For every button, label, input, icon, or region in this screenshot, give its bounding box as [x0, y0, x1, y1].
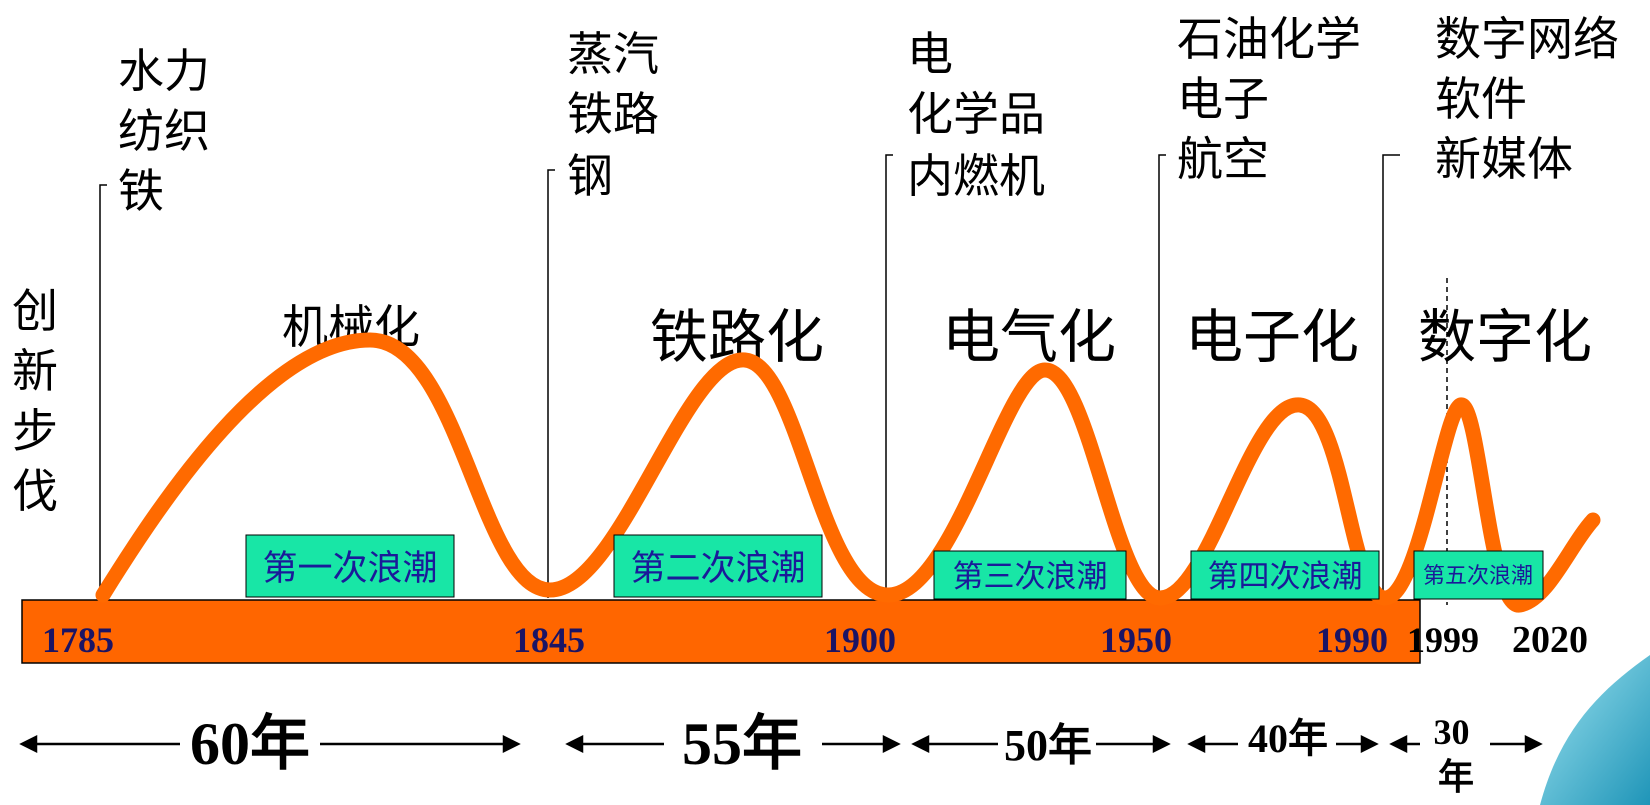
wave-label: 第四次浪潮 — [1208, 559, 1363, 595]
arrow-head-right — [1524, 734, 1543, 754]
wave-labels: 第一次浪潮 第二次浪潮 第三次浪潮 第四次浪潮 第五次浪潮 — [245, 534, 1544, 600]
wave-label-box — [1413, 550, 1544, 600]
arrow-head-left — [1389, 734, 1408, 754]
technology-lists: 水力 纺织 铁 蒸汽 铁路 钢 电 化学品 内燃机 石油化学 电子 航空 数字网… — [118, 12, 1619, 218]
arrow-head-right — [1360, 734, 1379, 754]
corner-decoration — [1540, 655, 1650, 805]
wave-label-box — [245, 534, 455, 598]
tech-item: 电 — [907, 27, 953, 81]
year-label: 2020 — [1512, 619, 1588, 661]
tech-item: 水力 — [118, 44, 210, 98]
arrow-head-right — [502, 734, 521, 754]
tech-item: 纺织 — [118, 104, 210, 158]
arrow-head-right — [882, 734, 901, 754]
wave-label: 第二次浪潮 — [630, 549, 805, 589]
duration-label: 60年 — [190, 711, 310, 777]
wave-theme: 数字化 — [1418, 303, 1592, 371]
arrow-head-right — [1152, 734, 1171, 754]
side-label-char: 伐 — [12, 464, 58, 518]
arrow-head-left — [1187, 734, 1206, 754]
boundary-line — [99, 184, 107, 598]
boundary-line — [1158, 154, 1166, 598]
wave-theme: 电气化 — [942, 303, 1116, 371]
boundary-line — [547, 169, 555, 598]
side-label-char: 新 — [12, 344, 58, 398]
year-label: 1990 — [1316, 620, 1388, 660]
tech-item: 铁路 — [567, 87, 659, 141]
arrow-head-left — [565, 734, 584, 754]
tech-item: 石油化学 — [1177, 12, 1361, 66]
tech-item: 数字网络 — [1435, 12, 1619, 66]
year-label: 1785 — [42, 620, 114, 660]
wave-label: 第一次浪潮 — [262, 549, 437, 589]
tech-item: 新媒体 — [1435, 132, 1573, 186]
tech-item: 内燃机 — [907, 149, 1045, 203]
tech-item: 软件 — [1435, 72, 1527, 126]
wave-label: 第三次浪潮 — [953, 559, 1108, 595]
duration-labels: 60年 55年 50年 40年 — [190, 711, 1328, 777]
innovation-wave-curve — [95, 332, 1601, 613]
tech-item: 航空 — [1177, 132, 1269, 186]
boundary-line — [1382, 154, 1400, 598]
tech-item: 蒸汽 — [567, 27, 659, 81]
wave-themes: 机械化 铁路化 电气化 电子化 数字化 — [282, 300, 1592, 371]
wave-theme: 电子化 — [1185, 303, 1359, 371]
duration-label: 40年 — [1248, 716, 1328, 761]
side-label-char: 步 — [12, 404, 58, 458]
side-label-char: 创 — [12, 284, 58, 338]
arrow-head-left — [19, 734, 38, 754]
duration-label: 55年 — [682, 711, 802, 777]
timeline-bar — [21, 599, 1421, 664]
tech-item: 钢 — [567, 149, 613, 203]
year-label: 1999 — [1407, 620, 1479, 660]
wave-label-box — [1190, 550, 1380, 600]
tech-item: 化学品 — [907, 87, 1045, 141]
year-label: 1900 — [824, 620, 896, 660]
year-label: 1845 — [513, 620, 585, 660]
duration-label: 30 年 — [1434, 712, 1479, 797]
boundary-line — [885, 154, 893, 598]
tech-item: 铁 — [118, 164, 164, 218]
year-labels: 1785 1845 1900 1950 1990 — [42, 620, 1388, 660]
wave-boundaries — [99, 154, 1400, 598]
wave-label-box — [933, 550, 1127, 600]
side-label: 创 新 步 伐 — [12, 284, 58, 518]
extra-year-labels: 1999 2020 — [1407, 619, 1588, 661]
wave-label-box — [613, 534, 823, 598]
year-label: 1950 — [1100, 620, 1172, 660]
tech-item: 电子 — [1177, 72, 1269, 126]
duration-arrows — [19, 734, 1543, 754]
arrow-head-left — [911, 734, 930, 754]
duration-label-unit: 年 — [1438, 757, 1474, 797]
wave-label: 第五次浪潮 — [1423, 564, 1533, 589]
duration-label-number: 30 — [1434, 712, 1470, 752]
duration-label: 50年 — [1004, 721, 1092, 770]
